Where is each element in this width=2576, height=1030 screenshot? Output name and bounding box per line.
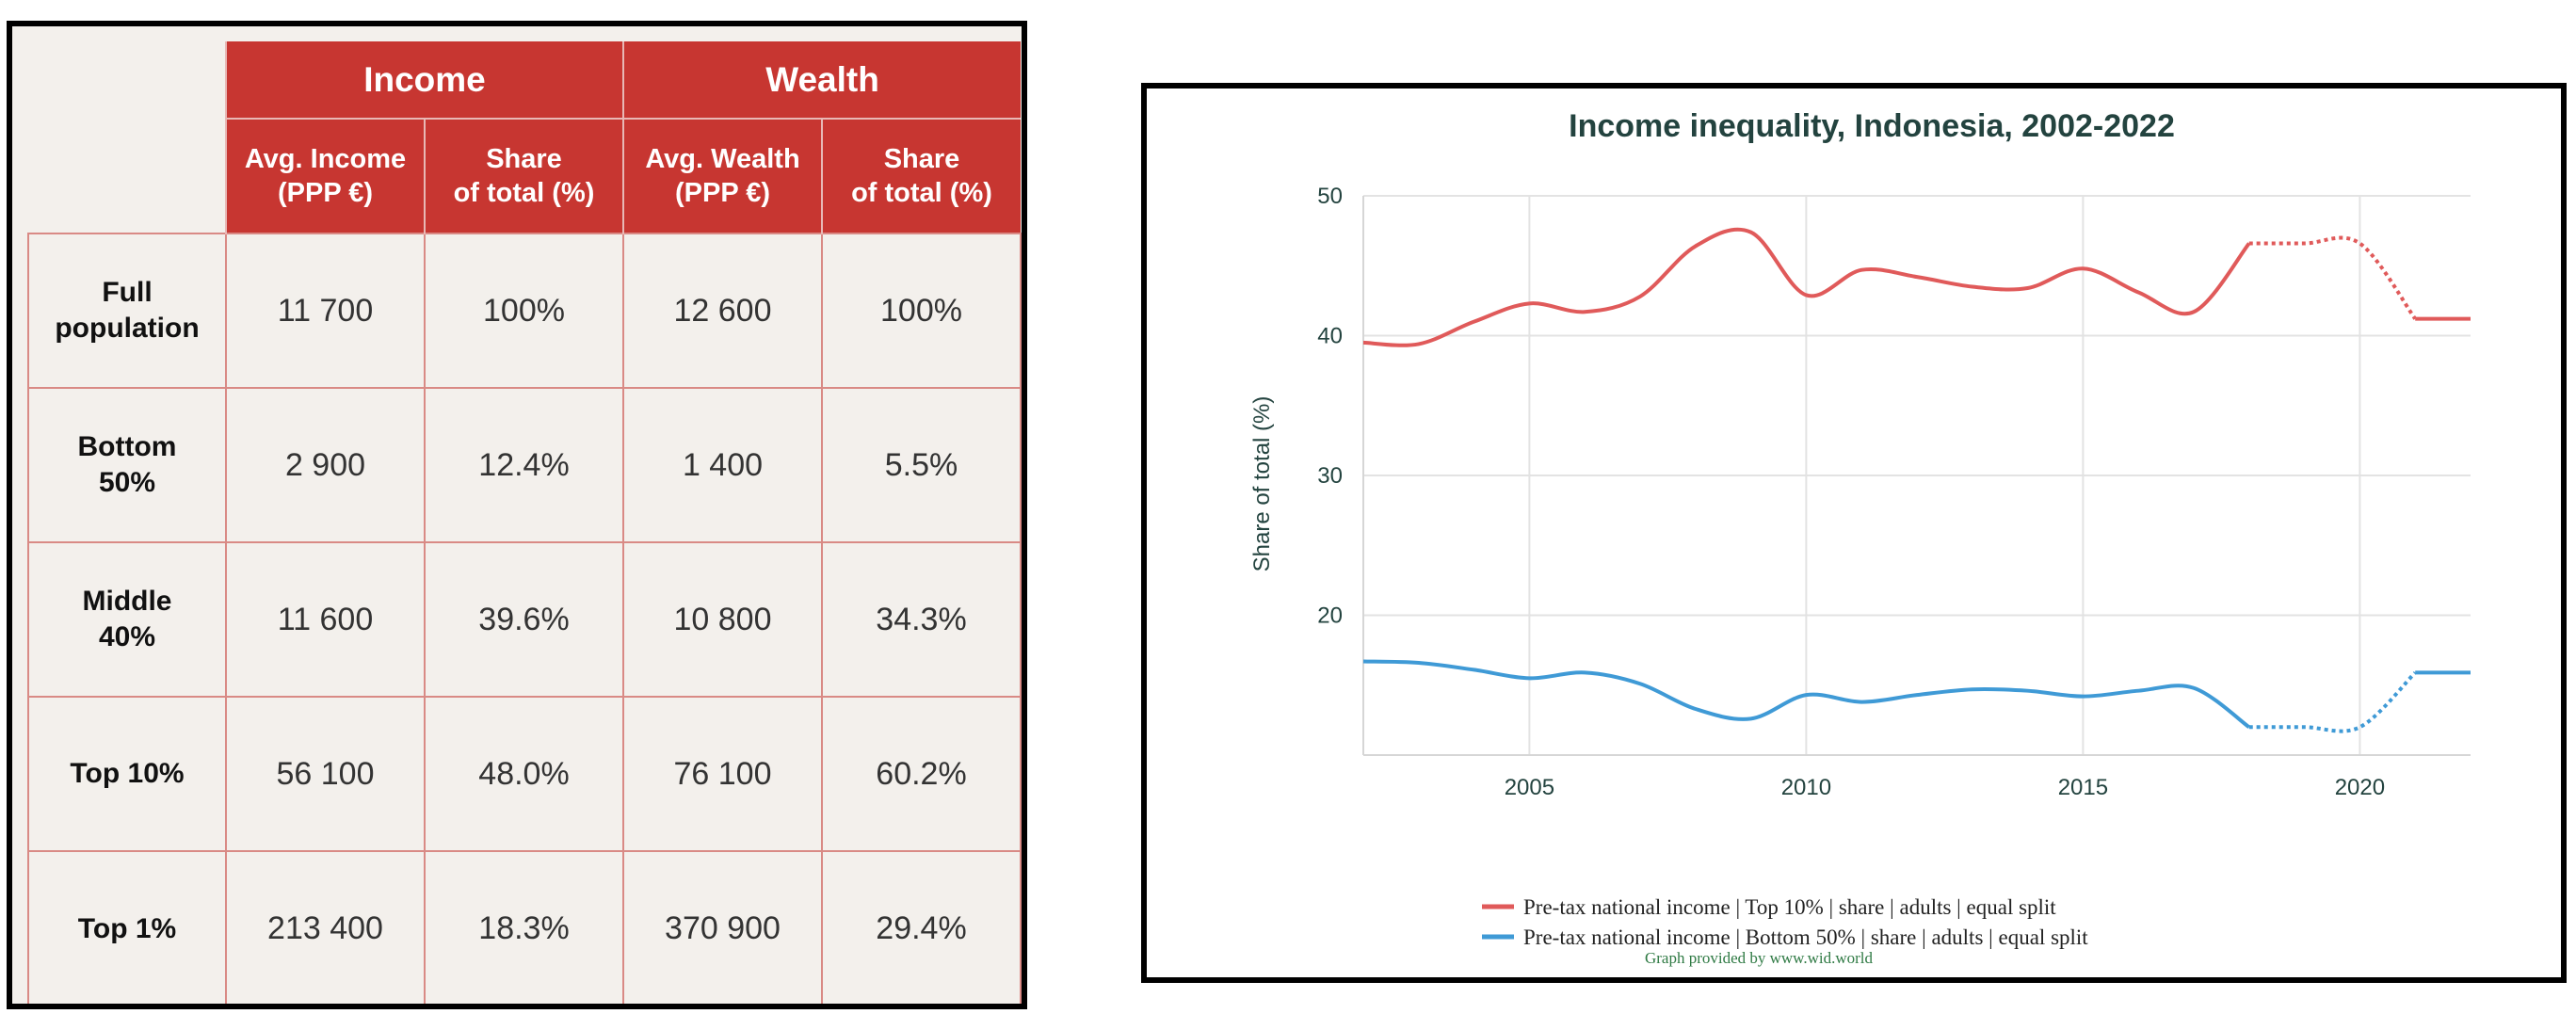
table-cell: 5.5% [821, 387, 1022, 542]
row-label-line: Top 1% [77, 912, 177, 944]
x-tick-label: 2015 [2058, 775, 2108, 800]
x-tick-label: 2010 [1781, 775, 1831, 800]
chart-panel: Income inequality, Indonesia, 2002-2022 … [1141, 83, 2567, 983]
table-row: Middle 40% 11 600 39.6% 10 800 34.3% [27, 541, 1022, 697]
column-header-wealth-share: Share of total (%) [821, 118, 1021, 233]
row-label-line: 40% [98, 621, 156, 652]
y-axis-label: Share of total (%) [1249, 396, 1275, 572]
top10-series-line [1362, 227, 2251, 347]
row-label-line: Bottom [77, 431, 177, 462]
table-row: Full population 11 700 100% 12 600 100% [27, 233, 1022, 388]
table-cell: 12 600 [622, 233, 822, 388]
table-cell: 100% [424, 233, 623, 388]
column-header-line: Share [486, 144, 562, 174]
row-label-line: Middle [82, 586, 172, 617]
series-layer [1362, 227, 2471, 733]
table-cell: 10 800 [622, 541, 822, 697]
x-tick-label: 2005 [1505, 775, 1554, 800]
table-cell: 76 100 [622, 696, 822, 851]
table-cell: 18.3% [424, 850, 623, 1004]
wealth-group-header: Wealth [622, 41, 1021, 119]
table-group-header-row: Income Wealth [28, 41, 1021, 233]
row-label-top-10: Top 10% [27, 696, 226, 851]
table-cell: 56 100 [225, 696, 425, 851]
row-label-bottom-50: Bottom 50% [27, 387, 226, 542]
table-cell: 12.4% [424, 387, 623, 542]
table-cell: 2 900 [225, 387, 425, 542]
chart-title: Income inequality, Indonesia, 2002-2022 [1569, 108, 2175, 144]
table-cell: 39.6% [424, 541, 623, 697]
row-label-line: Top 10% [70, 758, 185, 789]
row-label-line: Full [102, 277, 153, 308]
distribution-table: Income Wealth Avg. Income (PPP €) Share … [27, 41, 1022, 1004]
column-header-line: Avg. Income [244, 144, 407, 174]
legend-label-top10: Pre-tax national income | Top 10% | shar… [1523, 895, 2056, 919]
table-row: Top 1% 213 400 18.3% 370 900 29.4% [27, 850, 1022, 1004]
x-tick-label: 2020 [2335, 775, 2385, 800]
line-chart: Income inequality, Indonesia, 2002-2022 … [1249, 108, 2471, 967]
column-header-line: Share [883, 144, 960, 174]
table-corner [28, 41, 226, 233]
table-cell: 11 700 [225, 233, 425, 388]
legend-label-bottom50: Pre-tax national income | Bottom 50% | s… [1523, 925, 2088, 949]
row-label-middle-40: Middle 40% [27, 541, 226, 697]
table-cell: 60.2% [821, 696, 1022, 851]
table-cell: 29.4% [821, 850, 1022, 1004]
y-tick-label: 40 [1317, 324, 1343, 349]
income-group-header: Income [225, 41, 623, 119]
column-header-line: of total (%) [851, 178, 992, 208]
table-cell: 100% [821, 233, 1022, 388]
y-tick-label: 50 [1317, 184, 1343, 209]
row-label-full-population: Full population [27, 233, 226, 388]
bottom50-series-line-dotted [2248, 670, 2417, 733]
column-header-avg-wealth: Avg. Wealth (PPP €) [622, 118, 822, 233]
column-header-line: (PPP €) [674, 178, 770, 208]
table-cell: 11 600 [225, 541, 425, 697]
y-tick-label: 30 [1317, 463, 1343, 489]
column-header-line: Avg. Wealth [645, 144, 800, 174]
chart-credit: Graph provided by www.wid.world [1645, 949, 1874, 967]
bottom50-series-line [1362, 659, 2250, 729]
grid-layer [1362, 195, 2471, 756]
row-label-line: population [55, 313, 200, 344]
distribution-table-panel: Income Wealth Avg. Income (PPP €) Share … [7, 21, 1027, 1009]
column-header-avg-income: Avg. Income (PPP €) [225, 118, 425, 233]
row-label-line: 50% [98, 467, 156, 498]
row-label-top-1: Top 1% [27, 850, 226, 1004]
column-header-income-share: Share of total (%) [424, 118, 623, 233]
table-cell: 370 900 [622, 850, 822, 1004]
y-tick-label: 20 [1317, 604, 1343, 629]
table-cell: 34.3% [821, 541, 1022, 697]
column-header-line: of total (%) [453, 178, 595, 208]
legend: Pre-tax national income | Top 10% | shar… [1482, 895, 2088, 949]
table-cell: 1 400 [622, 387, 822, 542]
table-cell: 48.0% [424, 696, 623, 851]
top10-series-line-dotted [2248, 235, 2417, 320]
tick-layer: 20 30 40 50 2005 2010 2015 2020 [1317, 184, 2385, 800]
table-subheader-row: Avg. Income (PPP €) Share of total (%) A… [28, 118, 1021, 233]
table-cell: 213 400 [225, 850, 425, 1004]
table-row: Top 10% 56 100 48.0% 76 100 60.2% [27, 696, 1022, 851]
table-row: Bottom 50% 2 900 12.4% 1 400 5.5% [27, 387, 1022, 542]
column-header-line: (PPP €) [277, 178, 373, 208]
